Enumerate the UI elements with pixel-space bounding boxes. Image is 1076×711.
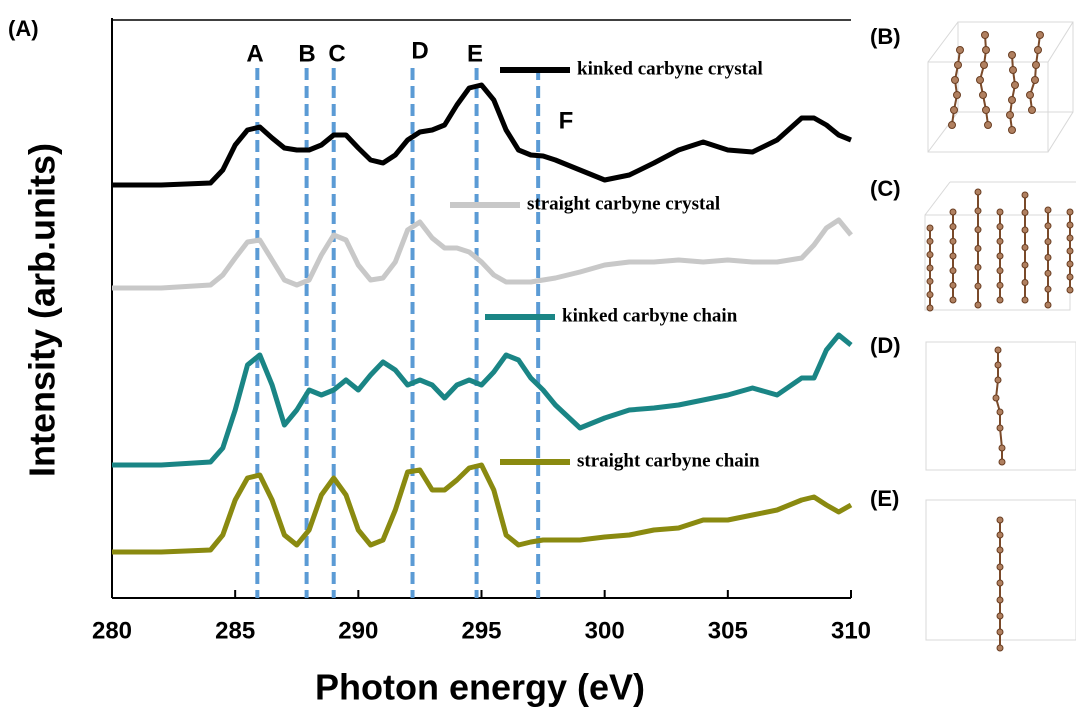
structure-b <box>927 21 1074 153</box>
structure-e <box>925 499 1076 652</box>
legend-label: kinked carbyne chain <box>562 305 738 326</box>
legend-label: kinked carbyne crystal <box>577 58 763 79</box>
panel-label: (B) <box>870 24 901 49</box>
structure-c <box>924 181 1076 312</box>
panel-label: (E) <box>870 486 899 511</box>
panel-label: (C) <box>870 176 901 201</box>
panel-label: (D) <box>870 333 901 358</box>
line-series <box>112 217 853 291</box>
annotation-label: B <box>298 40 315 67</box>
x-tick-label: 285 <box>215 617 255 644</box>
legend-label: straight carbyne crystal <box>527 193 720 214</box>
x-tick-label: 290 <box>338 617 378 644</box>
line-series <box>112 82 852 188</box>
annotation-label: E <box>467 40 483 67</box>
x-tick-label: 310 <box>831 617 871 644</box>
x-tick-label: 305 <box>708 617 748 644</box>
annotation-label: F <box>559 107 574 134</box>
structure-d <box>925 341 1076 471</box>
line-series <box>112 462 853 555</box>
y-axis-label: Intensity (arb.units) <box>22 143 63 477</box>
line-series <box>112 332 853 468</box>
annotation-label: D <box>411 37 428 64</box>
x-tick-label: 295 <box>461 617 501 644</box>
legend-label: straight carbyne chain <box>577 450 760 471</box>
annotation-label: C <box>328 40 345 67</box>
x-tick-label: 280 <box>92 617 132 644</box>
x-axis-label: Photon energy (eV) <box>315 667 645 708</box>
x-tick-label: 300 <box>585 617 625 644</box>
annotation-label: A <box>246 40 263 67</box>
panel-label: (A) <box>8 16 39 41</box>
